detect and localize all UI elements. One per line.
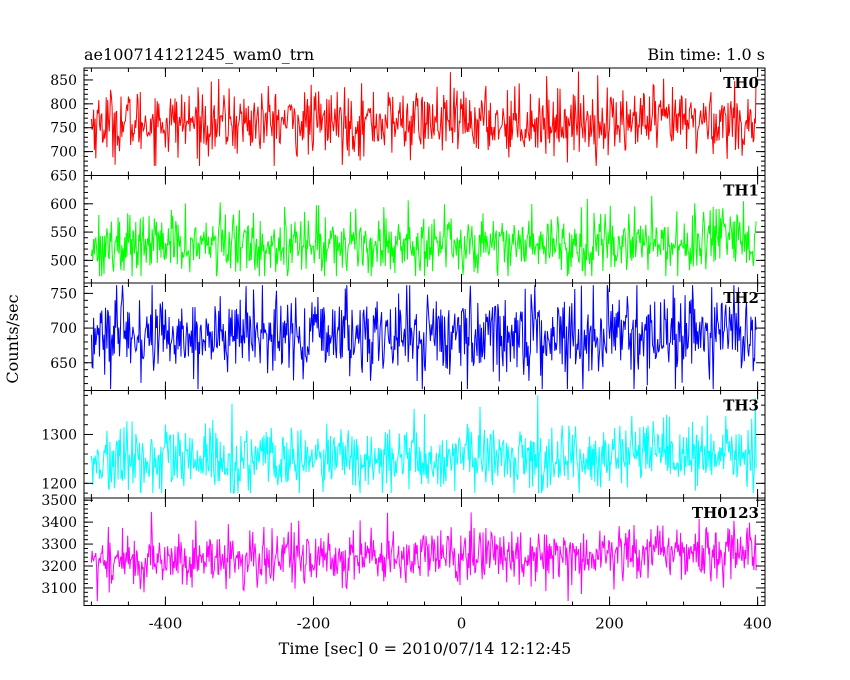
y-tick-label-th0: 750 (50, 121, 77, 137)
series-label-th2: TH2 (723, 289, 759, 307)
y-tick-label-th3: 1300 (41, 427, 77, 443)
y-axis-label: Counts/sec (3, 294, 22, 383)
y-tick-label-th0123: 3500 (41, 493, 77, 509)
x-tick-label: 0 (457, 615, 467, 633)
y-tick-label-th1: 500 (50, 253, 77, 269)
y-tick-label-th0123: 3200 (41, 559, 77, 575)
bin-time-label: Bin time: 1.0 s (647, 45, 765, 64)
y-tick-label-th2: 650 (50, 356, 77, 372)
series-line-th1 (90, 195, 757, 277)
series-line-th0 (90, 71, 757, 166)
series-label-th0: TH0 (723, 74, 759, 92)
series-label-th3: TH3 (723, 397, 759, 415)
y-tick-label-th3: 1200 (41, 476, 77, 492)
y-tick-label-th0: 650 (50, 169, 77, 185)
y-tick-label-th0123: 3400 (41, 515, 77, 531)
series-label-th1: TH1 (723, 182, 759, 200)
x-tick-label: -400 (149, 615, 183, 633)
y-tick-label-th2: 700 (50, 321, 77, 337)
series-line-th0123 (90, 511, 757, 602)
y-tick-label-th1: 550 (50, 225, 77, 241)
series-line-th3 (90, 395, 757, 495)
y-tick-label-th0123: 3100 (41, 581, 77, 597)
series-label-th0123: TH0123 (692, 504, 759, 522)
x-tick-label: 400 (743, 615, 772, 633)
chart-title: ae100714121245_wam0_trn (84, 45, 314, 64)
panels-group: 650 700 750 800 850 TH0 500 550 600 TH1 650 700 750 T… (41, 67, 772, 633)
y-tick-label-th2: 750 (50, 286, 77, 302)
x-tick-label: -200 (297, 615, 331, 633)
series-line-th2 (90, 285, 757, 390)
y-tick-label-th1: 600 (50, 197, 77, 213)
x-tick-label: 200 (595, 615, 624, 633)
x-axis-label: Time [sec] 0 = 2010/07/14 12:12:45 (279, 639, 572, 658)
y-tick-label-th0: 800 (50, 97, 77, 113)
y-tick-label-th0: 700 (50, 145, 77, 161)
y-tick-label-th0: 850 (50, 73, 77, 89)
y-tick-label-th0123: 3300 (41, 537, 77, 553)
